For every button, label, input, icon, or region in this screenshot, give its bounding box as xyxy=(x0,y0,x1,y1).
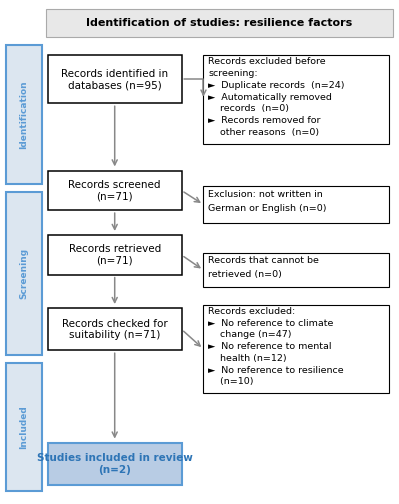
Text: ►  No reference to resilience: ► No reference to resilience xyxy=(208,366,344,374)
Bar xyxy=(203,253,389,287)
Bar xyxy=(6,363,42,491)
Text: Identification: Identification xyxy=(20,80,28,149)
Text: Exclusion: not written in: Exclusion: not written in xyxy=(208,190,323,199)
Text: ►  No reference to mental: ► No reference to mental xyxy=(208,342,332,351)
Text: ►  Automatically removed: ► Automatically removed xyxy=(208,93,332,102)
Bar xyxy=(6,45,42,184)
Bar xyxy=(6,192,42,355)
Bar xyxy=(48,171,182,210)
Text: screening:: screening: xyxy=(208,69,258,78)
Text: Screening: Screening xyxy=(20,248,28,299)
Text: Records that cannot be: Records that cannot be xyxy=(208,256,319,265)
Bar xyxy=(48,443,182,485)
Bar xyxy=(46,9,393,37)
Text: ►  Records removed for: ► Records removed for xyxy=(208,116,321,125)
Text: Records identified in
databases (n=95): Records identified in databases (n=95) xyxy=(61,69,168,90)
Text: Studies included in review
(n=2): Studies included in review (n=2) xyxy=(37,453,193,475)
Text: German or English (n=0): German or English (n=0) xyxy=(208,205,327,214)
Text: change (n=47): change (n=47) xyxy=(208,331,292,339)
Bar xyxy=(48,235,182,275)
Text: Records excluded before: Records excluded before xyxy=(208,57,326,67)
Text: Records checked for
suitability (n=71): Records checked for suitability (n=71) xyxy=(62,319,168,340)
Text: Included: Included xyxy=(20,405,28,449)
Bar xyxy=(203,55,389,144)
Text: records  (n=0): records (n=0) xyxy=(208,104,289,113)
Text: health (n=12): health (n=12) xyxy=(208,354,287,363)
Text: Records excluded:: Records excluded: xyxy=(208,307,296,316)
Text: retrieved (n=0): retrieved (n=0) xyxy=(208,270,282,279)
Bar xyxy=(48,55,182,103)
Text: Records retrieved
(n=71): Records retrieved (n=71) xyxy=(69,244,161,266)
Bar xyxy=(203,305,389,393)
Text: ►  No reference to climate: ► No reference to climate xyxy=(208,319,334,328)
Bar xyxy=(48,308,182,350)
Text: other reasons  (n=0): other reasons (n=0) xyxy=(208,128,320,137)
Text: (n=10): (n=10) xyxy=(208,377,254,387)
Bar xyxy=(203,186,389,223)
Text: ►  Duplicate records  (n=24): ► Duplicate records (n=24) xyxy=(208,81,345,90)
Text: Identification of studies: resilience factors: Identification of studies: resilience fa… xyxy=(86,18,353,28)
Text: Records screened
(n=71): Records screened (n=71) xyxy=(69,180,161,201)
